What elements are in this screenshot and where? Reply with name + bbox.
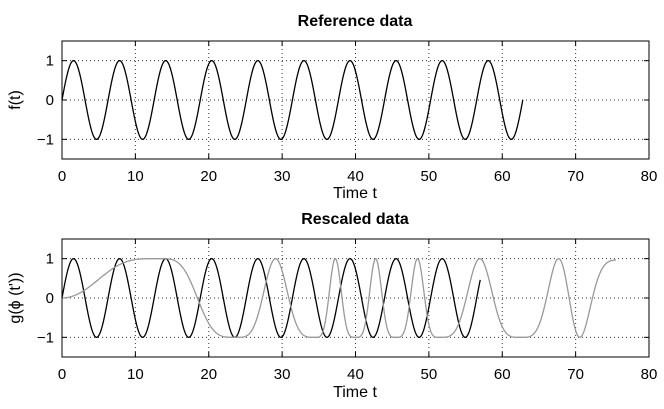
- rescaled-data-panel: Rescaled data 0 10 20 30 40 50 60 70 80 −1 0 1 Tim…: [7, 211, 657, 401]
- x-tick-label: 40: [347, 168, 364, 185]
- x-axis-label: Time t: [333, 384, 377, 401]
- x-tick-label: 70: [567, 168, 584, 185]
- x-tick-label: 20: [200, 366, 217, 383]
- x-tick-label: 80: [641, 366, 658, 383]
- x-tick-labels: 0 10 20 30 40 50 60 70 80: [58, 168, 658, 185]
- x-tick-label: 50: [421, 366, 438, 383]
- grid: [62, 41, 649, 159]
- y-axis-label: g(ϕ (t')): [7, 272, 24, 323]
- y-tick-labels: −1 0 1: [37, 251, 54, 347]
- x-tick-label: 80: [641, 168, 658, 185]
- x-tick-label: 60: [494, 168, 511, 185]
- x-tick-label: 70: [567, 366, 584, 383]
- x-tick-label: 20: [200, 168, 217, 185]
- y-tick-label: 1: [46, 53, 54, 70]
- y-tick-label: 1: [46, 251, 54, 268]
- x-tick-label: 40: [347, 366, 364, 383]
- series-curves: [61, 60, 524, 140]
- y-tick-label: 0: [46, 92, 54, 109]
- reference-data-panel: Reference data 0 10 20 30 40 50 60 70 80 −1 0 1 Ti…: [7, 13, 657, 202]
- x-tick-label: 0: [58, 168, 66, 185]
- y-tick-label: −1: [37, 131, 54, 148]
- x-tick-label: 10: [127, 168, 144, 185]
- y-tick-labels: −1 0 1: [37, 53, 54, 149]
- x-tick-label: 30: [274, 168, 291, 185]
- plot-frame: [61, 238, 650, 358]
- chart-title: Rescaled data: [301, 211, 409, 228]
- series-line: [61, 60, 524, 140]
- y-axis-label: f(t): [7, 90, 24, 110]
- series-curves: [61, 257, 616, 338]
- series-line: [61, 257, 616, 338]
- x-tick-label: 50: [421, 168, 438, 185]
- y-tick-label: −1: [37, 329, 54, 346]
- chart-title: Reference data: [298, 13, 413, 30]
- plot-frame: [61, 40, 650, 160]
- x-tick-label: 60: [494, 366, 511, 383]
- series-line: [61, 258, 481, 338]
- x-tick-label: 10: [127, 366, 144, 383]
- x-tick-labels: 0 10 20 30 40 50 60 70 80: [58, 366, 658, 383]
- x-axis-label: Time t: [333, 185, 377, 202]
- x-tick-label: 30: [274, 366, 291, 383]
- grid: [62, 239, 649, 357]
- y-tick-label: 0: [46, 290, 54, 307]
- x-tick-label: 0: [58, 366, 66, 383]
